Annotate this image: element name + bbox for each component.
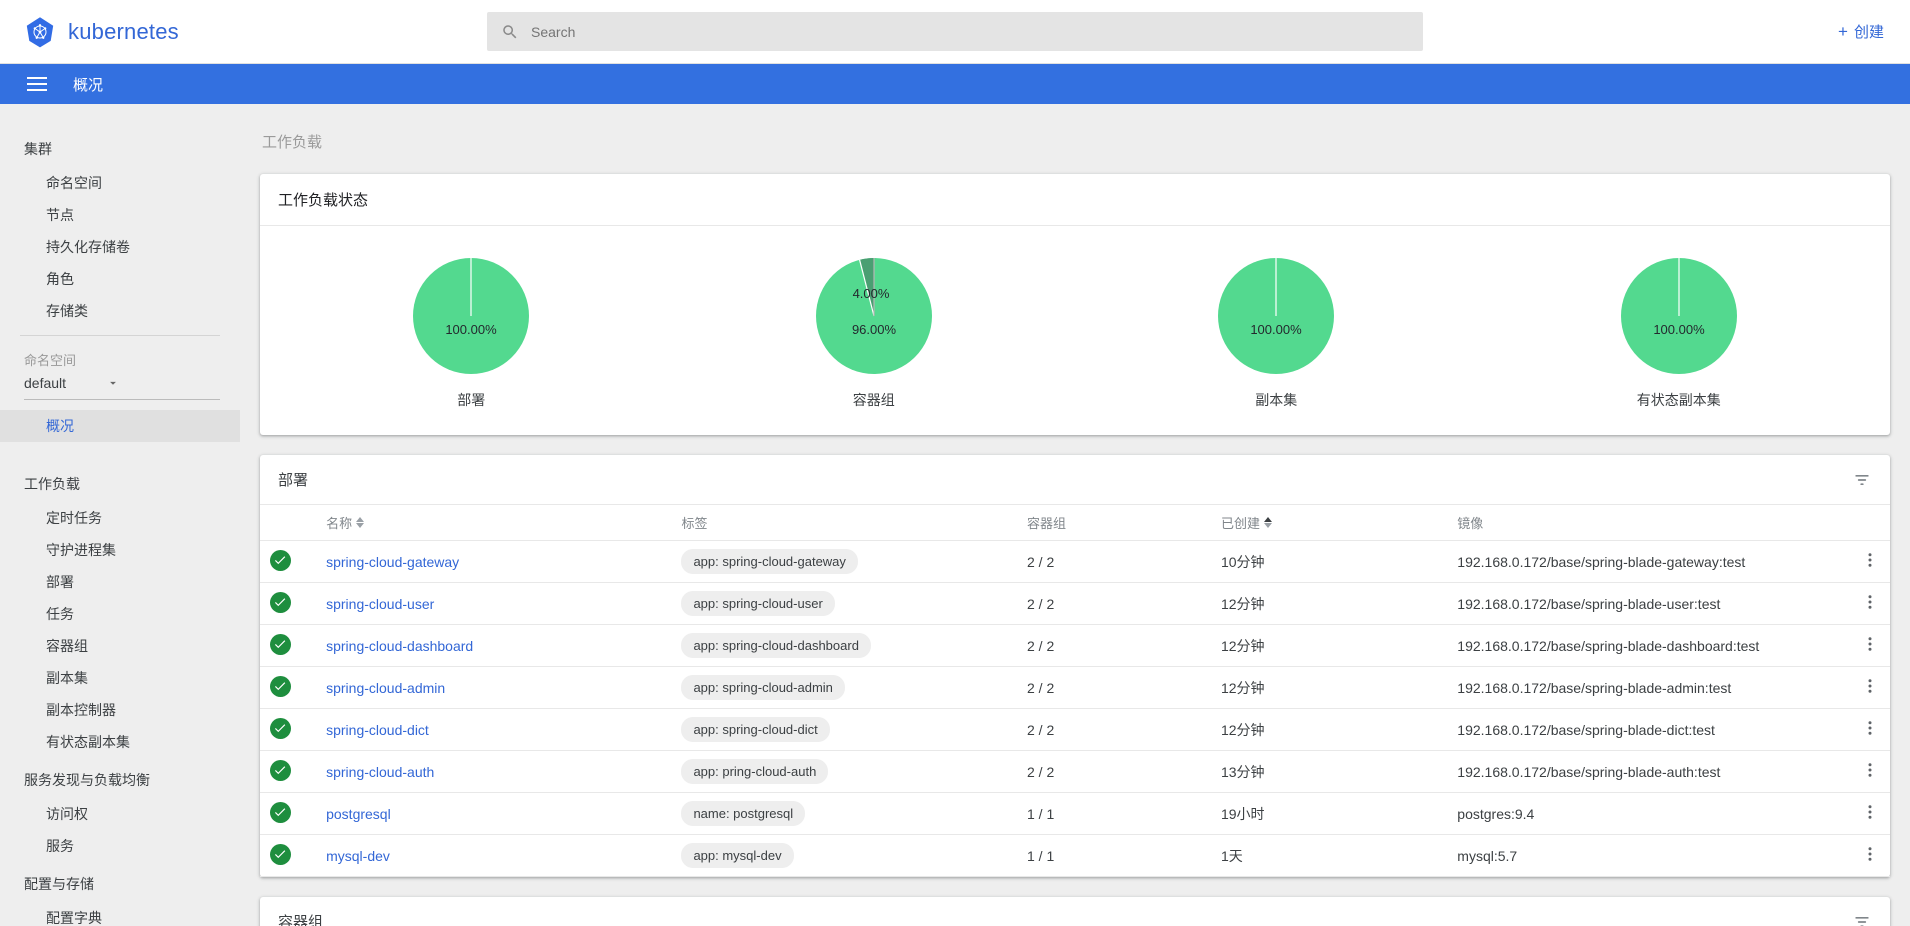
svg-text:100.00%: 100.00%: [1251, 322, 1303, 337]
svg-text:100.00%: 100.00%: [446, 322, 498, 337]
svg-text:96.00%: 96.00%: [852, 322, 897, 337]
svg-text:4.00%: 4.00%: [852, 286, 889, 301]
svg-text:100.00%: 100.00%: [1653, 322, 1705, 337]
